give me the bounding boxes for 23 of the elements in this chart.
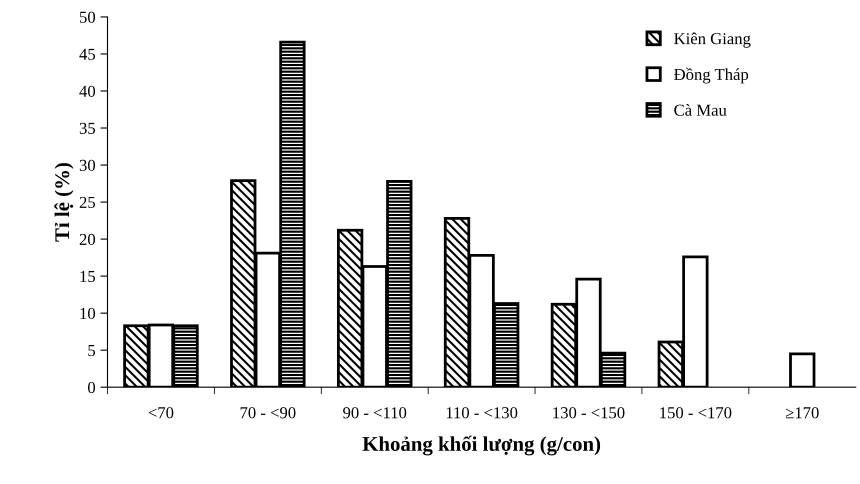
x-tick-label: 150 - <170 [660, 407, 732, 418]
x-tick-label: 90 - <110 [343, 407, 406, 418]
y-tick-label: 0 [88, 382, 96, 394]
y-tick-label: 35 [80, 122, 96, 134]
y-tick-label: 45 [79, 48, 96, 60]
x-tick-label: ≥170 [786, 407, 819, 418]
y-tick-label: 15 [80, 270, 96, 282]
legend-label: Cà Mau [674, 104, 727, 116]
y-tick-label: 25 [80, 196, 96, 208]
y-tick-label: 50 [80, 12, 96, 23]
y-tick-label: 10 [80, 308, 96, 320]
legend-label: Đồng Tháp [674, 68, 748, 84]
y-tick-label: 40 [79, 86, 96, 97]
y-axis-title: Tỉ lệ (%) [54, 163, 74, 242]
x-axis-title: Khoảng khối lượng (g/con) [362, 436, 600, 456]
y-tick-label: 30 [80, 160, 96, 171]
x-tick-label: 70 - <90 [240, 407, 296, 418]
y-tick-label: 5 [88, 345, 96, 356]
y-tick-label: 20 [80, 234, 96, 246]
x-tick-label: 110 - <130 [446, 407, 518, 418]
x-tick-label: 130 - <150 [553, 407, 624, 418]
x-tick-label: <70 [148, 407, 174, 418]
legend-label: Kiên Giang [674, 32, 751, 48]
